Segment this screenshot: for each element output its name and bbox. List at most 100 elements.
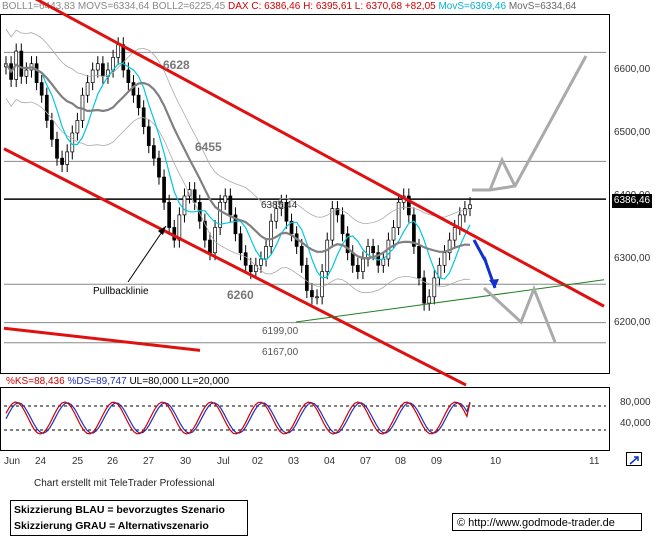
candle-body bbox=[213, 227, 217, 254]
candle-body bbox=[141, 107, 146, 128]
candle-body bbox=[136, 94, 141, 109]
header-boll1: BOLL1=6443,83 bbox=[2, 1, 76, 12]
candle-body bbox=[427, 296, 432, 304]
url-link[interactable]: http://www.godmode-trader.de bbox=[468, 517, 615, 529]
stoch-ks-line bbox=[5, 401, 471, 435]
x-tick-24: 24 bbox=[35, 456, 47, 467]
candle-body bbox=[371, 246, 375, 254]
candle-body bbox=[417, 246, 421, 279]
indicator-ul: UL=80,000 bbox=[129, 376, 179, 387]
candle-body bbox=[432, 277, 437, 298]
x-tick-08: 08 bbox=[395, 456, 407, 467]
level-6199-label: 6199,00 bbox=[262, 326, 299, 337]
header-boll2: BOLL2=6225,45 bbox=[152, 1, 226, 12]
candle-body bbox=[264, 246, 268, 260]
legend-box: Skizzierung BLAU = bevorzugtes Szenario … bbox=[10, 500, 248, 536]
indicator-ll: LL=20,000 bbox=[181, 376, 230, 387]
candle-body bbox=[248, 264, 253, 272]
candle-body bbox=[60, 157, 64, 165]
pullback-label: Pullbacklinie bbox=[93, 286, 149, 297]
candle-body bbox=[238, 233, 243, 254]
candle-body bbox=[55, 138, 59, 159]
candle-body bbox=[197, 201, 202, 222]
legend-blue: Skizzierung BLAU = bevorzugtes Szenario bbox=[14, 504, 225, 516]
indicator-tick-80: 80,000 bbox=[620, 397, 651, 408]
candle-body bbox=[152, 145, 156, 159]
candle-body bbox=[330, 208, 335, 241]
candle-body bbox=[284, 201, 289, 222]
candle-body bbox=[44, 94, 49, 121]
indicator-tick-40: 40,000 bbox=[620, 418, 651, 429]
candle-body bbox=[452, 227, 457, 241]
candle-body bbox=[269, 220, 273, 247]
candle-body bbox=[121, 44, 126, 71]
candle-body bbox=[19, 50, 24, 77]
candle-body bbox=[233, 214, 238, 235]
candle-body bbox=[396, 201, 401, 228]
x-tick-02: 02 bbox=[252, 456, 264, 467]
price-plot bbox=[3, 0, 606, 387]
header-movs-cyan: MovS=6369,46 bbox=[438, 1, 507, 12]
credit-text: Chart erstellt mit TeleTrader Profession… bbox=[34, 478, 215, 489]
blue-scenario-path bbox=[472, 239, 497, 289]
candle-body bbox=[228, 195, 233, 216]
x-tick-27: 27 bbox=[143, 456, 155, 467]
candle-body bbox=[279, 201, 284, 209]
x-tick-07: 07 bbox=[360, 456, 372, 467]
bollinger-upper bbox=[5, 28, 471, 224]
candle-body bbox=[442, 252, 447, 266]
level-6167-label: 6167,00 bbox=[262, 347, 299, 358]
candle-body bbox=[289, 220, 294, 235]
ma-fast-line bbox=[5, 63, 471, 280]
candle-body bbox=[243, 252, 248, 266]
candle-body bbox=[304, 264, 309, 291]
candle-body bbox=[187, 189, 192, 197]
zoom-button[interactable] bbox=[626, 452, 642, 466]
price-tick-6200: 6200,00 bbox=[614, 317, 651, 328]
trend-upper-line bbox=[34, 0, 605, 308]
candle-body bbox=[391, 227, 396, 241]
candle-body bbox=[259, 258, 263, 266]
candle-body bbox=[39, 82, 44, 96]
candle-body bbox=[34, 63, 39, 83]
candle-body bbox=[335, 208, 340, 216]
candle-body bbox=[340, 214, 345, 235]
candle-body bbox=[24, 69, 29, 77]
candle-body bbox=[412, 214, 416, 247]
candle-body bbox=[447, 239, 452, 254]
indicator-ks: %KS=88,436 bbox=[6, 376, 65, 387]
x-tick-03: 03 bbox=[288, 456, 300, 467]
candle-body bbox=[95, 63, 100, 71]
candle-body bbox=[126, 69, 131, 83]
x-tick-10: 10 bbox=[490, 456, 502, 467]
candle-body bbox=[203, 220, 207, 241]
level-6455-label: 6455 bbox=[195, 140, 222, 154]
header-movs-grey: MovS=6334,64 bbox=[508, 1, 577, 12]
trend-bottom-line bbox=[3, 326, 201, 352]
candle-body bbox=[65, 151, 70, 165]
candle-body bbox=[320, 271, 324, 298]
candle-body bbox=[116, 44, 121, 58]
candle-body bbox=[274, 208, 279, 222]
x-tick-26: 26 bbox=[107, 456, 119, 467]
bollinger-lower bbox=[5, 98, 471, 294]
candle-body bbox=[463, 208, 467, 216]
support-line bbox=[295, 279, 605, 323]
candle-body bbox=[208, 239, 212, 254]
price-tick-6600: 6600,00 bbox=[614, 64, 651, 75]
price-panel bbox=[0, 14, 610, 374]
candle-body bbox=[101, 63, 105, 77]
candle-body bbox=[315, 296, 319, 299]
candle-body bbox=[457, 214, 462, 228]
blue-scenario-arrow-head bbox=[489, 279, 499, 288]
copyright-icon: © bbox=[457, 517, 466, 529]
x-tick-25: 25 bbox=[72, 456, 84, 467]
candle-body bbox=[468, 204, 472, 209]
candle-body bbox=[310, 290, 314, 298]
candle-body bbox=[406, 195, 411, 216]
x-tick-11: 11 bbox=[589, 456, 600, 467]
x-tick-04: 04 bbox=[324, 456, 336, 467]
candle-body bbox=[345, 233, 350, 254]
candle-body bbox=[223, 195, 228, 203]
url-box[interactable]: © http://www.godmode-trader.de bbox=[452, 513, 642, 531]
